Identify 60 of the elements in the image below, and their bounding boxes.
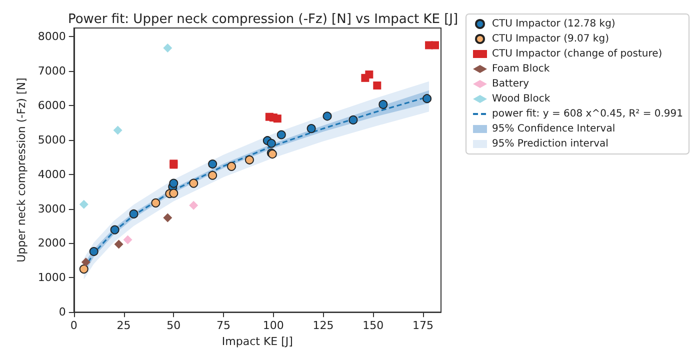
- point: [79, 264, 88, 274]
- x-tick-label: 50: [166, 319, 181, 332]
- point: [189, 178, 198, 188]
- y-axis-title: Upper neck compression (-Fz) [N]: [15, 78, 28, 262]
- y-tick-label: 7000: [38, 64, 66, 78]
- y-tick-label: 2000: [38, 236, 66, 250]
- y-tick-label: 3000: [38, 202, 66, 216]
- legend-label: Foam Block: [492, 64, 550, 74]
- legend-label: 95% Confidence Interval: [492, 124, 616, 134]
- legend-label: power fit: y = 608 x^0.45, R² = 0.991: [492, 108, 684, 120]
- point: [422, 94, 432, 104]
- y-tick-label: 8000: [38, 30, 66, 44]
- point: [348, 115, 358, 124]
- y-tick-label: 0: [58, 306, 66, 319]
- point: [169, 178, 178, 188]
- point: [208, 160, 218, 169]
- y-tick-label: 5000: [38, 133, 66, 146]
- point: [169, 188, 178, 198]
- point: [113, 126, 122, 135]
- x-tick-label: 25: [116, 319, 131, 332]
- point: [189, 200, 198, 210]
- point: [163, 43, 172, 52]
- legend-label: Wood Block: [492, 94, 550, 104]
- y-tick-label: 1000: [38, 271, 66, 284]
- point: [114, 240, 124, 249]
- x-axis-title: Impact KE [J]: [222, 335, 293, 348]
- point: [89, 246, 98, 256]
- chart-title: Power fit: Upper neck compression (-Fz) [N] vs Impact KE [J]: [68, 12, 458, 27]
- point: [208, 170, 218, 180]
- point: [151, 198, 160, 208]
- legend-label: 95% Prediction interval: [492, 138, 608, 150]
- point: [276, 130, 286, 140]
- point: [244, 155, 254, 164]
- point: [81, 258, 90, 267]
- point: [306, 124, 316, 134]
- legend-label: CTU Impactor (9.07 kg): [492, 34, 610, 44]
- x-tick-label: 125: [312, 319, 334, 332]
- x-tick-label: 100: [262, 319, 284, 332]
- x-tick-label: 75: [216, 319, 231, 332]
- point: [227, 162, 236, 171]
- point: [163, 213, 172, 222]
- point: [129, 209, 138, 218]
- x-tick-label: 150: [362, 319, 384, 332]
- point: [123, 235, 132, 244]
- point: [266, 138, 276, 148]
- y-tick-label: 4000: [38, 168, 66, 181]
- legend-label: Battery: [492, 78, 530, 90]
- point: [110, 225, 120, 234]
- legend-label: CTU Impactor (12.78 kg): [492, 18, 616, 30]
- point: [322, 112, 332, 121]
- point: [273, 114, 282, 123]
- x-tick-label: 175: [412, 319, 434, 332]
- x-tick-label: 0: [70, 319, 78, 332]
- legend-label: CTU Impactor (change of posture): [492, 48, 662, 60]
- point: [378, 100, 388, 109]
- point: [431, 41, 440, 50]
- point: [79, 200, 88, 209]
- point: [365, 70, 374, 78]
- y-tick-label: 6000: [38, 98, 66, 112]
- point: [373, 82, 382, 90]
